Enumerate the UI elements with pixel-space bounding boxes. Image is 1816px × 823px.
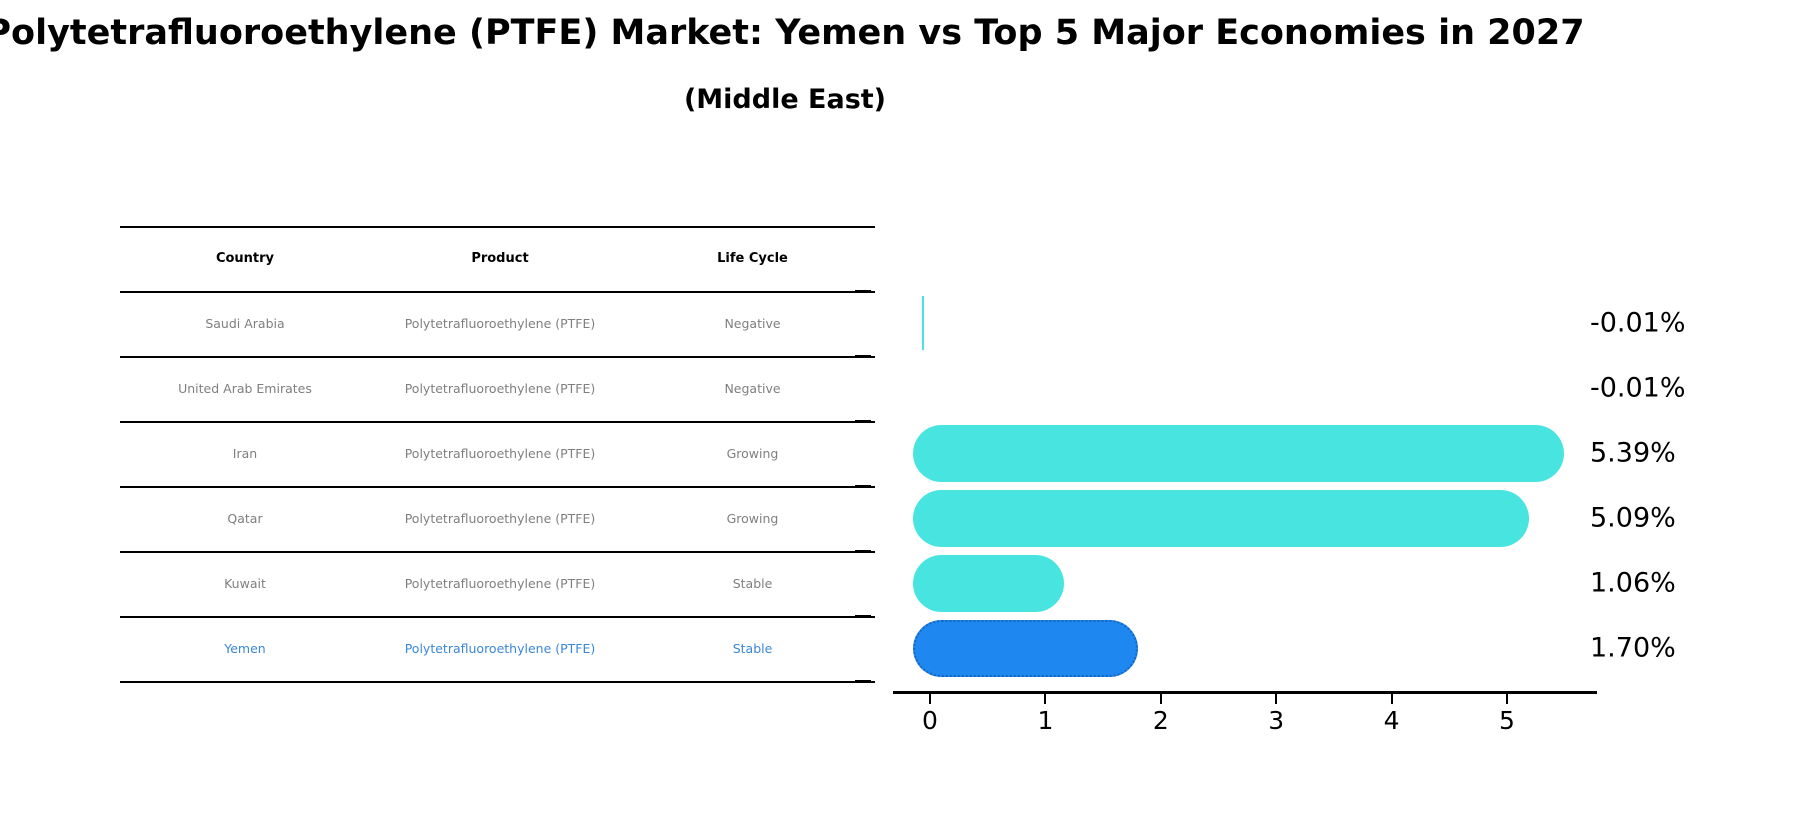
bar-iran [913,424,1564,482]
x-axis-line [893,691,1597,694]
table-border-header [120,291,875,293]
table-row: Qatar Polytetrafluoroethylene (PTFE) Gro… [120,486,875,551]
y-axis-tick [855,420,871,422]
bar-qatar [913,489,1530,547]
bar-value-label: 1.70% [1590,632,1676,664]
y-axis-tick [855,485,871,487]
cell-product: Polytetrafluoroethylene (PTFE) [404,576,596,591]
cell-product: Polytetrafluoroethylene (PTFE) [404,316,596,331]
x-axis-tick-label: 5 [1499,706,1515,735]
table-border-row4 [120,551,875,553]
cell-country: Kuwait [224,576,266,591]
x-axis-tick [1390,693,1393,704]
cell-life-cycle: Negative [724,381,781,396]
table-row: Iran Polytetrafluoroethylene (PTFE) Grow… [120,421,875,486]
x-axis-tick-label: 4 [1383,706,1400,735]
y-axis-tick [855,550,871,552]
bar-yemen [913,619,1139,677]
table-border-top [120,226,875,228]
x-axis-tick [1275,693,1278,704]
cell-country: Yemen [224,641,266,656]
country-table: Country Product Life Cycle Saudi Arabia … [0,0,900,823]
bar-value-label: 5.09% [1590,502,1676,534]
table-border-row2 [120,421,875,423]
bar-value-label: 1.06% [1590,567,1676,599]
bar-value-label: -0.01% [1590,372,1686,404]
bar-hairline-saudi-arabia [922,296,924,350]
col-header-product: Product [471,251,529,266]
y-axis-tick [855,355,871,357]
bar-value-label: -0.01% [1590,307,1686,339]
cell-country: Qatar [227,511,263,526]
cell-country: Iran [232,446,258,461]
x-axis-tick-label: 0 [922,706,938,735]
cell-country: United Arab Emirates [178,381,312,396]
x-axis-tick [1159,693,1162,704]
col-header-life-cycle: Life Cycle [717,251,788,266]
cell-country: Saudi Arabia [205,316,285,331]
table-row-yemen-highlight: Yemen Polytetrafluoroethylene (PTFE) Sta… [120,616,875,681]
cell-product: Polytetrafluoroethylene (PTFE) [404,511,596,526]
x-axis-tick [1044,693,1047,704]
cell-product: Polytetrafluoroethylene (PTFE) [404,381,596,396]
x-axis-tick [1506,693,1508,704]
cell-life-cycle: Growing [726,446,779,461]
x-axis-tick-label: 1 [1037,706,1054,735]
y-axis-tick [855,680,871,682]
cell-life-cycle: Stable [732,576,773,591]
cell-life-cycle: Growing [726,511,779,526]
table-border-row5 [120,616,875,618]
y-axis-tick [855,615,871,617]
x-axis-tick-label: 2 [1152,706,1169,735]
bar-value-label: 5.39% [1590,437,1676,469]
col-header-country: Country [215,251,275,266]
cell-life-cycle: Stable [732,641,773,656]
table-row: United Arab Emirates Polytetrafluoroethy… [120,356,875,421]
bar-kuwait [913,554,1065,612]
cell-product: Polytetrafluoroethylene (PTFE) [404,446,596,461]
cell-product: Polytetrafluoroethylene (PTFE) [404,641,596,656]
x-axis-tick [929,693,931,704]
table-row: Kuwait Polytetrafluoroethylene (PTFE) St… [120,551,875,616]
table-border-bottom [120,681,875,683]
y-axis-tick [855,290,871,292]
table-header-row: Country Product Life Cycle [120,226,875,291]
table-border-row1 [120,356,875,358]
table-border-row3 [120,486,875,488]
cell-life-cycle: Negative [724,316,781,331]
x-axis-tick-label: 3 [1268,706,1285,735]
table-row: Saudi Arabia Polytetrafluoroethylene (PT… [120,291,875,356]
chart-title: Polytetrafluoroethylene (PTFE) Market: Y… [0,13,1585,53]
chart-subtitle: (Middle East) [683,84,887,115]
